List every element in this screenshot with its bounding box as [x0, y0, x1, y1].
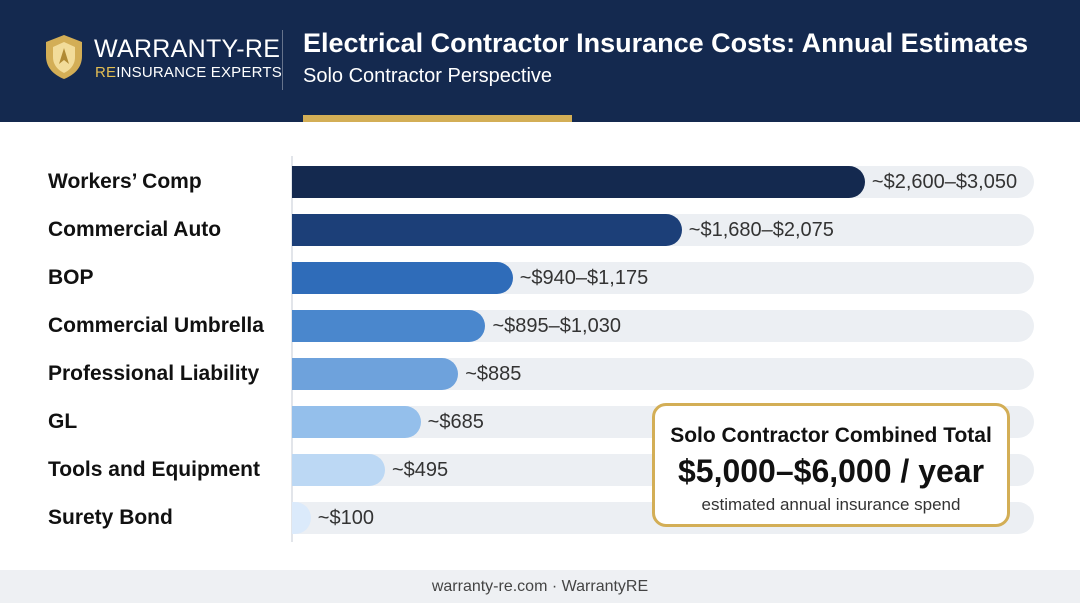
value-label: ~$885 [465, 363, 522, 385]
brand-tag-rest: INSURANCE EXPERTS [116, 64, 282, 81]
value-label: ~$2,600–$3,050 [871, 171, 1018, 193]
footer-text: warranty-re.com · WarrantyRE [431, 578, 649, 595]
bar [292, 214, 682, 246]
title-accent-underline [303, 115, 572, 122]
callout-note: estimated annual insurance spend [701, 495, 961, 514]
value-label: ~$895–$1,030 [492, 315, 621, 337]
chart-title: Electrical Contractor Insurance Costs: A… [303, 28, 1029, 58]
category-label: BOP [48, 266, 94, 289]
bar [292, 262, 513, 294]
category-label: Tools and Equipment [48, 458, 260, 481]
category-label: Workers’ Comp [48, 170, 202, 193]
value-label: ~$685 [427, 411, 484, 433]
callout-title: Solo Contractor Combined Total [670, 424, 992, 447]
value-label: ~$940–$1,175 [519, 267, 649, 289]
brand-tag-highlight: RE [95, 64, 117, 81]
bar [292, 406, 421, 438]
category-label: Commercial Umbrella [48, 314, 264, 337]
bar [292, 358, 459, 390]
category-label: Commercial Auto [48, 218, 222, 241]
category-label: Surety Bond [48, 506, 173, 529]
header-banner: WARRANTY-RE REINSURANCE EXPERTS Electric… [0, 0, 1080, 122]
value-label: ~$100 [317, 507, 374, 529]
header-divider [282, 30, 283, 90]
value-label: ~$495 [391, 459, 449, 481]
callout-total: $5,000–$6,000 / year [677, 453, 985, 489]
bar [292, 454, 385, 486]
value-label: ~$1,680–$2,075 [688, 219, 834, 241]
footer: warranty-re.com · WarrantyRE [0, 570, 1080, 603]
category-label: Professional Liability [48, 362, 260, 385]
bar [292, 310, 486, 342]
shield-logo-icon [46, 35, 82, 79]
brand-tagline: REINSURANCE EXPERTS [95, 64, 282, 81]
chart-subtitle: Solo Contractor Perspective [303, 65, 553, 87]
category-label: GL [48, 410, 78, 433]
category-axis-line [291, 156, 293, 542]
bar [292, 166, 865, 198]
bar [292, 502, 311, 534]
brand-name: WARRANTY-RE [94, 35, 281, 63]
combined-total-callout: Solo Contractor Combined Total $5,000–$6… [652, 403, 1010, 527]
